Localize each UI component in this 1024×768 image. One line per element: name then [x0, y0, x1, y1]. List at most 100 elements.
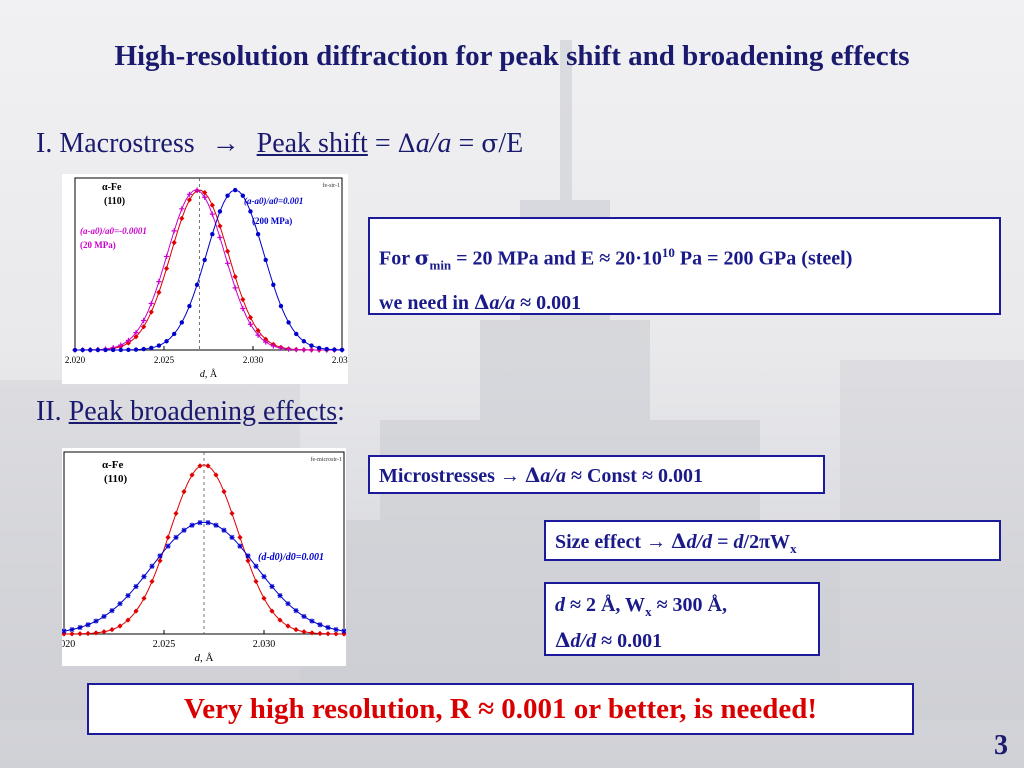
colon: :	[337, 396, 345, 427]
data-point	[202, 257, 207, 263]
data-point	[341, 631, 346, 637]
phase-label: α-Fe	[102, 459, 124, 471]
data-point	[103, 347, 108, 353]
data-point	[237, 534, 243, 540]
data-point	[141, 324, 147, 330]
data-point	[85, 622, 91, 628]
data-point	[85, 630, 91, 637]
steel-requirement-box: For σmin = 20 MPa and E ≈ 20·1010 Pa = 2…	[368, 217, 1001, 315]
series-line	[74, 189, 343, 351]
data-point	[293, 627, 299, 633]
annotation-negative-stress: (20 MPa)	[80, 240, 116, 250]
data-point	[133, 608, 139, 614]
data-point	[133, 583, 139, 590]
data-point	[117, 601, 123, 607]
series-line	[74, 189, 343, 351]
data-point	[149, 563, 155, 569]
data-point	[247, 314, 254, 321]
data-point	[270, 343, 276, 349]
data-point	[213, 522, 219, 528]
data-point	[278, 303, 284, 309]
chart-tag: fe-microstr-1	[310, 456, 342, 463]
x-tick-label: 2.030	[253, 639, 276, 650]
data-point	[148, 309, 154, 315]
plot-frame	[74, 177, 343, 351]
data-point	[232, 274, 238, 280]
data-point	[179, 206, 185, 212]
data-point	[233, 187, 238, 193]
data-point	[217, 234, 223, 241]
data-point	[164, 339, 169, 344]
size-values-box: d ≈ 2 Å, Wx ≈ 300 Å, Δd/d ≈ 0.001	[544, 582, 820, 656]
data-point	[156, 343, 162, 348]
annotation-broadening: (d-d0)/d0=0.001	[258, 552, 324, 563]
macrostress-label: I. Macrostress	[36, 128, 195, 159]
data-point	[149, 345, 154, 351]
page-number: 3	[994, 730, 1008, 761]
series-0	[72, 188, 345, 353]
box1-line2: we need in Δa/a ≈ 0.001	[379, 289, 582, 314]
data-point	[95, 347, 101, 353]
data-point	[205, 520, 211, 526]
data-point	[217, 209, 223, 214]
data-point	[133, 347, 139, 352]
over-e: /E	[498, 128, 524, 159]
data-point	[247, 321, 254, 327]
data-point	[126, 347, 131, 353]
data-point	[80, 347, 85, 353]
data-point	[163, 253, 170, 260]
data-point	[118, 347, 123, 353]
data-point	[271, 282, 276, 287]
x-tick-label: 2.020	[65, 355, 86, 365]
data-point	[237, 543, 243, 549]
section2-prefix: II.	[36, 396, 69, 427]
data-point	[277, 593, 283, 599]
conclusion-box: Very high resolution, R ≈ 0.001 or bette…	[87, 683, 914, 735]
x-tick-label: 2.030	[243, 355, 264, 365]
data-point	[333, 631, 339, 637]
data-point	[317, 622, 323, 628]
x-tick-label: 2.025	[154, 355, 175, 365]
data-point	[232, 285, 238, 291]
data-point	[255, 332, 261, 338]
data-point	[325, 631, 331, 637]
values-line1: d ≈ 2 Å, Wx ≈ 300 Å,	[555, 594, 727, 619]
data-point	[301, 347, 307, 353]
data-point	[324, 346, 329, 352]
data-point	[202, 189, 208, 196]
data-point	[101, 613, 107, 620]
data-point	[148, 300, 154, 307]
data-point	[224, 260, 231, 266]
data-point	[248, 209, 253, 214]
annotation-negative: (a-a0)/a0=-0.0001	[80, 226, 147, 236]
data-point	[157, 558, 163, 564]
data-point	[62, 631, 67, 637]
data-point	[210, 231, 215, 237]
data-point	[332, 347, 337, 352]
data-point	[253, 578, 259, 585]
data-point	[245, 558, 251, 564]
data-point	[209, 202, 215, 208]
x-tick-label: 2.020	[62, 639, 75, 650]
data-point	[163, 265, 170, 272]
data-point	[149, 578, 155, 585]
data-point	[173, 534, 179, 540]
data-point	[286, 320, 291, 325]
conclusion-text: Very high resolution, R ≈ 0.001 or bette…	[184, 693, 817, 725]
data-point	[187, 303, 192, 309]
data-point	[173, 510, 179, 517]
data-point	[261, 595, 267, 601]
data-point	[301, 629, 307, 635]
data-point	[325, 624, 331, 631]
series-1	[72, 187, 345, 353]
data-point	[181, 527, 187, 533]
data-point	[209, 211, 215, 217]
data-point	[62, 628, 67, 634]
data-point	[229, 534, 235, 540]
values-line2: Δd/d ≈ 0.001	[555, 628, 663, 652]
data-point	[301, 339, 307, 344]
data-point	[224, 248, 231, 254]
peak-shift-chart: 2.020 2.025 2.030 2.035 d, Å fe-str-1 α-Fe (110…	[62, 174, 348, 384]
data-point	[77, 624, 83, 631]
x-tick-label: 2.035	[332, 355, 348, 365]
